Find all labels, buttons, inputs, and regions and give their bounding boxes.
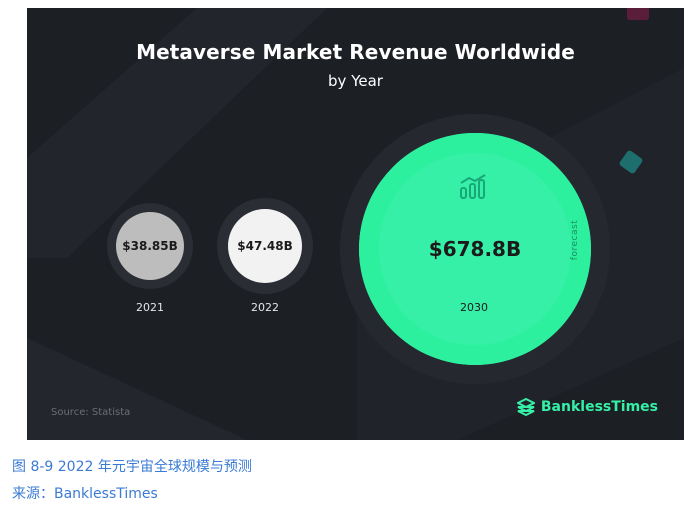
year-label-2021: 2021: [136, 301, 164, 314]
bubble-label-2021: $38.85B: [122, 239, 178, 253]
bubble-2022: $47.48B: [228, 209, 302, 283]
year-label-2030: 2030: [460, 301, 488, 314]
bubble-2021: $38.85B: [116, 212, 184, 280]
figure-caption: 图 8-9 2022 年元宇宙全球规模与预测: [12, 459, 252, 475]
brand-logo: BanklessTimes: [516, 398, 658, 416]
bubble-label-2022: $47.48B: [237, 239, 293, 253]
forecast-label: forecast: [570, 219, 581, 261]
decor-square: [619, 150, 643, 174]
source-note: Source: Statista: [51, 407, 131, 418]
year-label-2022: 2022: [251, 301, 279, 314]
source-caption: 来源：BanklessTimes: [12, 486, 158, 502]
bubble-2030: $678.8B: [359, 133, 591, 365]
decor-square-top: [627, 8, 649, 20]
chart-panel: Metaverse Market Revenue Worldwide by Ye…: [27, 8, 684, 440]
brand-name: BanklessTimes: [540, 399, 658, 415]
chart-subtitle: by Year: [328, 72, 383, 90]
chart-title: Metaverse Market Revenue Worldwide: [136, 40, 575, 64]
growth-chart-icon: [460, 174, 486, 199]
bankless-logo-icon: [516, 398, 535, 416]
bubble-label-2030: $678.8B: [428, 237, 522, 261]
